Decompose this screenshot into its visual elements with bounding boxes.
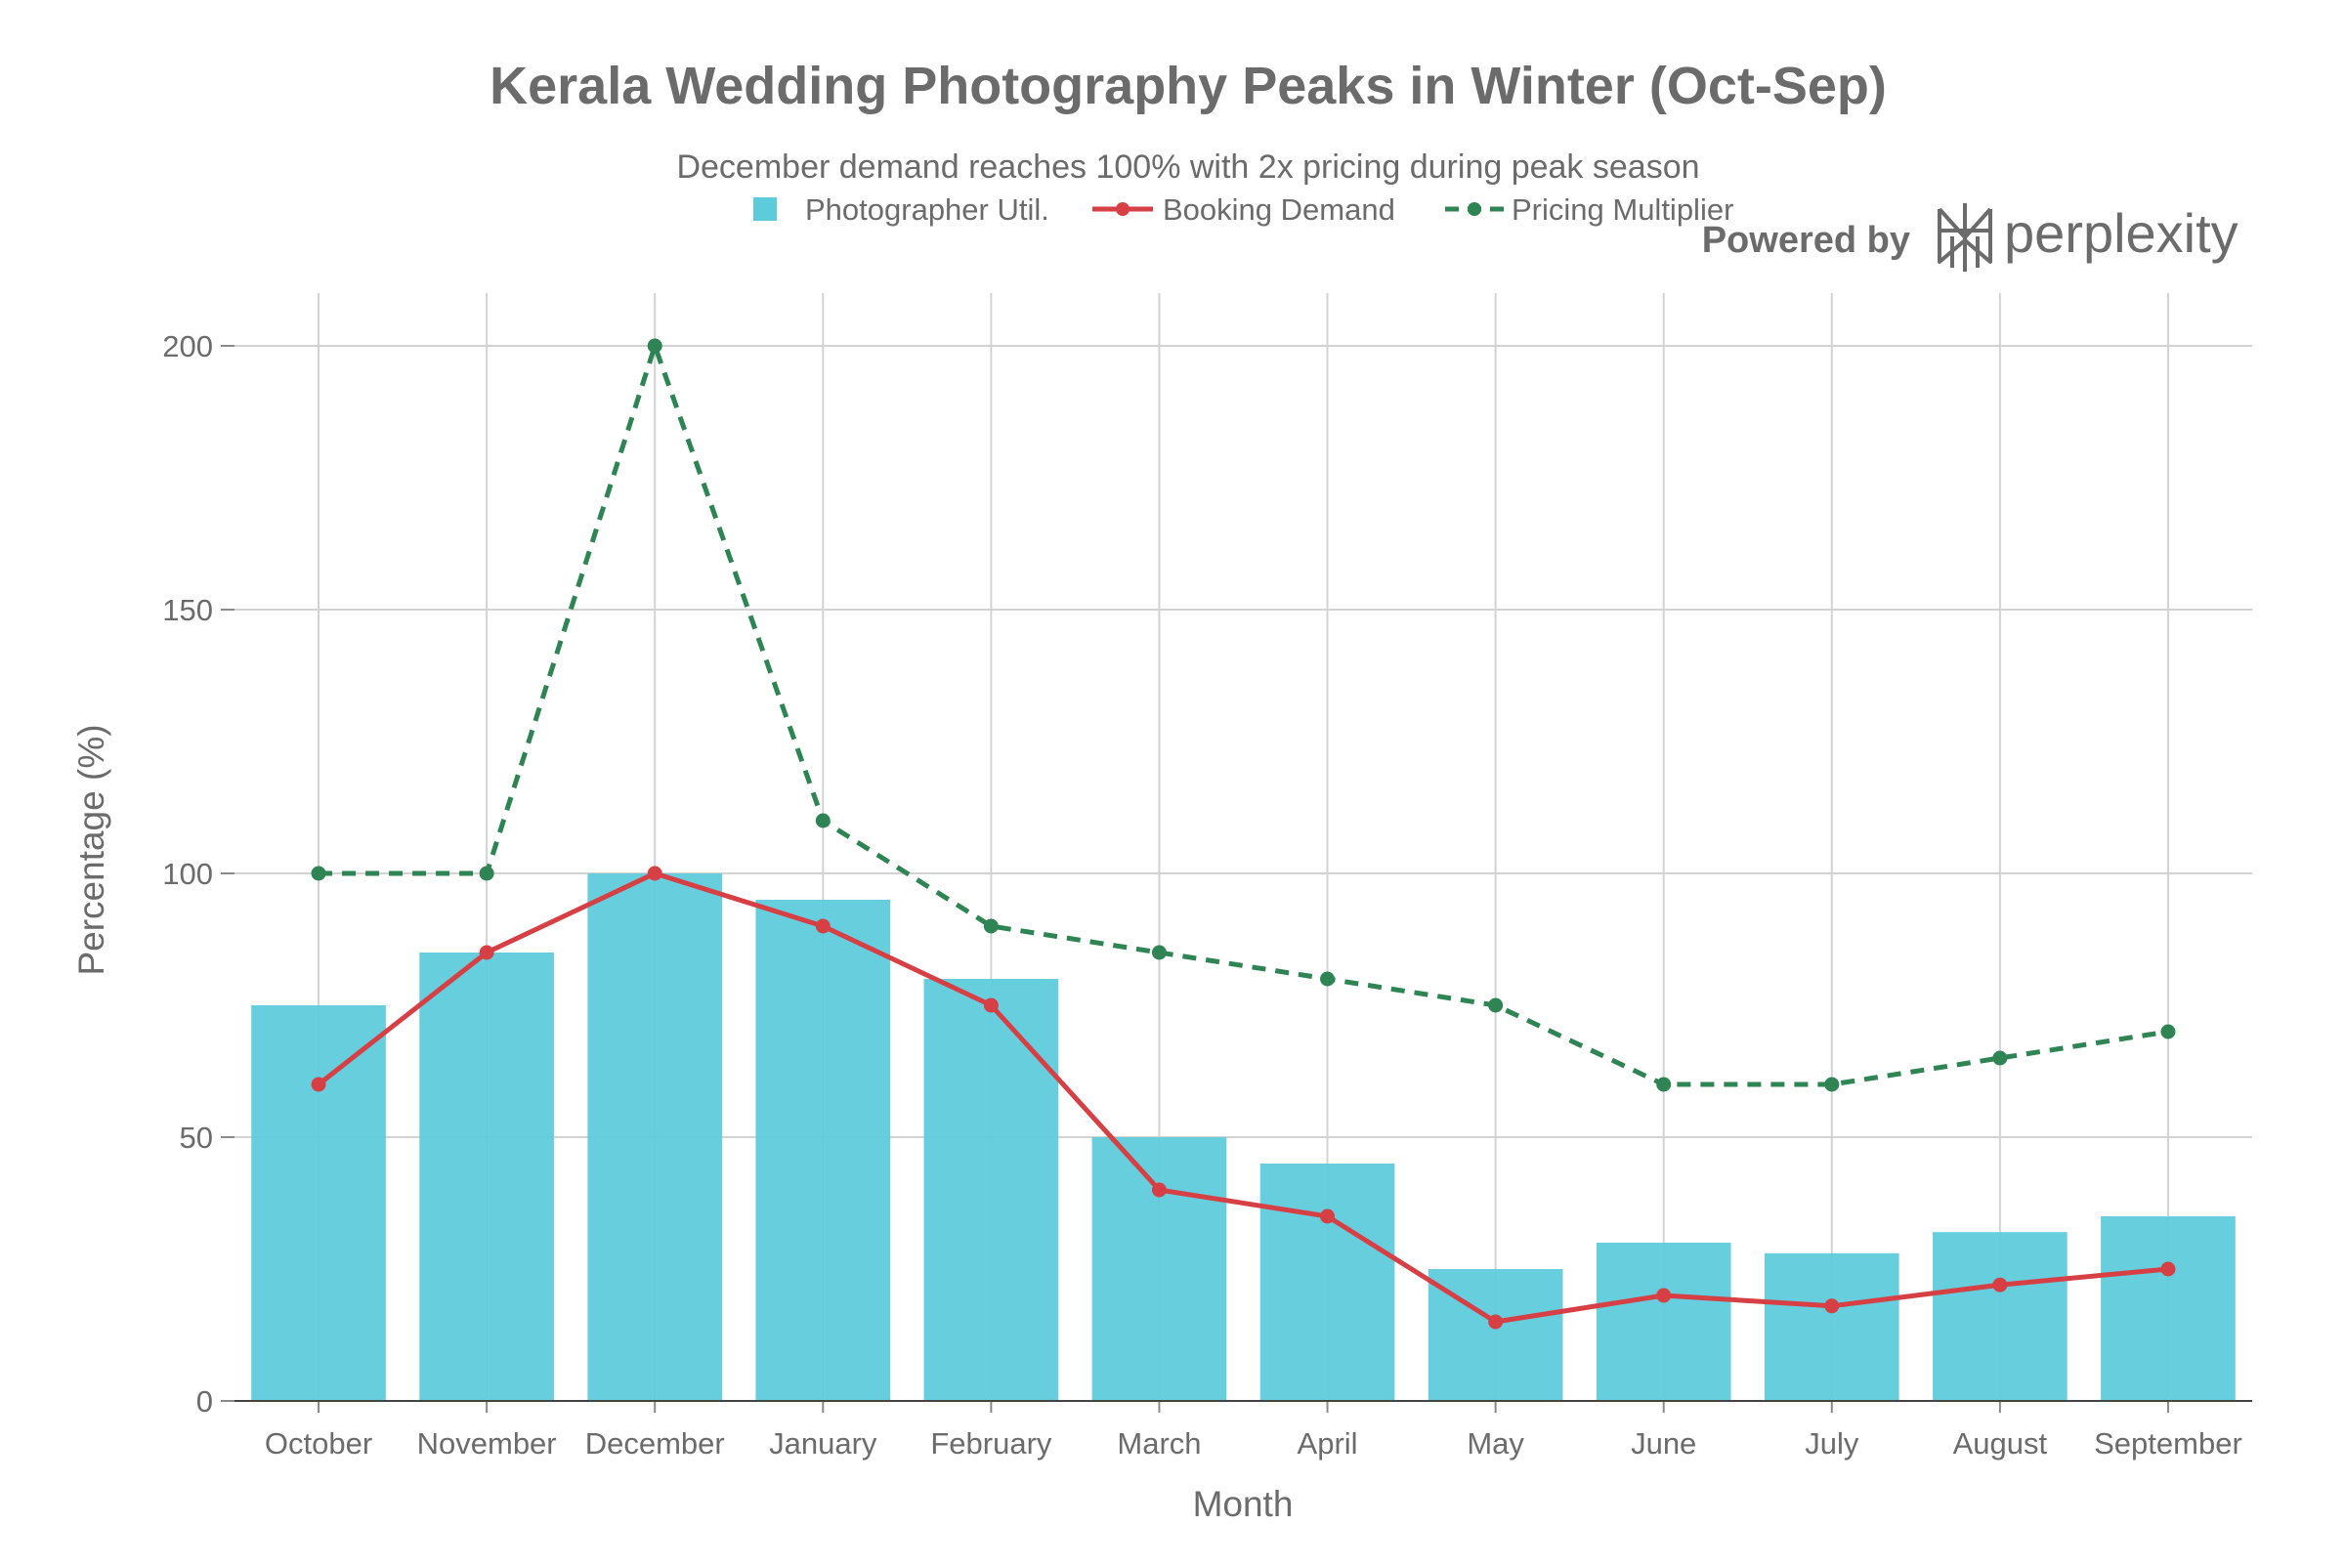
chart-title: Kerala Wedding Photography Peaks in Wint… (490, 57, 1887, 115)
x-axis-title: Month (1193, 1484, 1294, 1524)
line-series (311, 338, 2176, 1330)
axes: 0 50 100 150 200 October November December Janua… (162, 329, 2252, 1461)
legend-label-pricing: Pricing Multiplier (1512, 192, 1733, 227)
point-booking-demand[interactable] (1320, 1208, 1336, 1224)
point-pricing-multiplier[interactable] (1320, 971, 1336, 987)
point-booking-demand[interactable] (815, 918, 831, 934)
point-pricing-multiplier[interactable] (647, 338, 662, 354)
x-tick-label: October (265, 1426, 372, 1461)
x-tick-label: November (417, 1426, 557, 1461)
bar-photographer-util[interactable] (1428, 1269, 1563, 1401)
point-pricing-multiplier[interactable] (1151, 945, 1167, 960)
y-axis-title: Percentage (%) (71, 724, 111, 975)
bar-photographer-util[interactable] (755, 900, 891, 1401)
x-tick-label: August (1953, 1426, 2048, 1461)
branding: Powered by perplexity (1702, 202, 2238, 272)
bar-photographer-util[interactable] (251, 1005, 386, 1401)
x-tick-label: December (585, 1426, 725, 1461)
point-booking-demand[interactable] (1992, 1277, 2008, 1293)
bar-photographer-util[interactable] (1933, 1232, 2068, 1401)
point-booking-demand[interactable] (1151, 1182, 1167, 1198)
perplexity-wordmark: perplexity (2004, 202, 2238, 264)
line-booking-demand (317, 870, 2169, 1325)
bar-photographer-util[interactable] (1764, 1252, 1899, 1401)
point-booking-demand[interactable] (983, 997, 999, 1013)
bar-photographer-util[interactable] (419, 953, 554, 1401)
x-tick-label: February (930, 1426, 1052, 1461)
point-booking-demand[interactable] (647, 866, 662, 881)
bar-photographer-util[interactable] (923, 979, 1059, 1401)
legend-item-bars[interactable]: Photographer Util. (753, 192, 1049, 227)
point-pricing-multiplier[interactable] (1824, 1077, 1840, 1092)
perplexity-logo-icon (1938, 203, 1992, 272)
bar-series (251, 873, 2236, 1401)
point-pricing-multiplier[interactable] (479, 866, 494, 881)
y-tick-label: 0 (196, 1384, 213, 1419)
point-booking-demand[interactable] (479, 945, 494, 960)
legend-item-demand[interactable]: Booking Demand (1092, 192, 1395, 227)
point-pricing-multiplier[interactable] (1992, 1050, 2008, 1066)
bar-photographer-util[interactable] (1091, 1137, 1227, 1401)
point-booking-demand[interactable] (2160, 1261, 2176, 1277)
x-tick-label: March (1117, 1426, 1201, 1461)
x-tick-label: April (1298, 1426, 1358, 1461)
y-tick-label: 50 (180, 1121, 213, 1155)
point-booking-demand[interactable] (1824, 1298, 1840, 1314)
point-pricing-multiplier[interactable] (2160, 1024, 2176, 1039)
legend-marker-demand (1116, 202, 1130, 216)
chart-subtitle: December demand reaches 100% with 2x pri… (676, 148, 1699, 186)
y-tick-label: 200 (162, 329, 213, 363)
point-booking-demand[interactable] (1656, 1288, 1672, 1303)
point-booking-demand[interactable] (1488, 1314, 1504, 1330)
point-pricing-multiplier[interactable] (1656, 1077, 1672, 1092)
x-tick-label: June (1631, 1426, 1696, 1461)
bar-photographer-util[interactable] (1596, 1243, 1731, 1401)
bar-photographer-util[interactable] (1259, 1164, 1395, 1401)
bar-photographer-util[interactable] (2101, 1216, 2236, 1401)
legend-item-pricing[interactable]: Pricing Multiplier (1445, 192, 1733, 227)
legend-label-bars: Photographer Util. (805, 192, 1049, 227)
bar-photographer-util[interactable] (587, 873, 723, 1401)
legend-swatch-bars (753, 197, 777, 221)
legend: Photographer Util. Booking Demand Pricin… (753, 192, 1733, 227)
y-tick-label: 100 (162, 857, 213, 891)
point-pricing-multiplier[interactable] (1488, 997, 1504, 1013)
legend-marker-pricing (1468, 202, 1481, 216)
legend-label-demand: Booking Demand (1163, 192, 1395, 227)
point-booking-demand[interactable] (311, 1077, 326, 1092)
point-pricing-multiplier[interactable] (815, 813, 831, 828)
x-tick-label: September (2094, 1426, 2242, 1461)
y-tick-label: 150 (162, 593, 213, 627)
point-pricing-multiplier[interactable] (311, 866, 326, 881)
x-tick-label: July (1805, 1426, 1859, 1461)
point-pricing-multiplier[interactable] (983, 918, 999, 934)
x-tick-label: January (769, 1426, 877, 1461)
x-tick-label: May (1467, 1426, 1524, 1461)
powered-by-label: Powered by (1702, 220, 1910, 261)
